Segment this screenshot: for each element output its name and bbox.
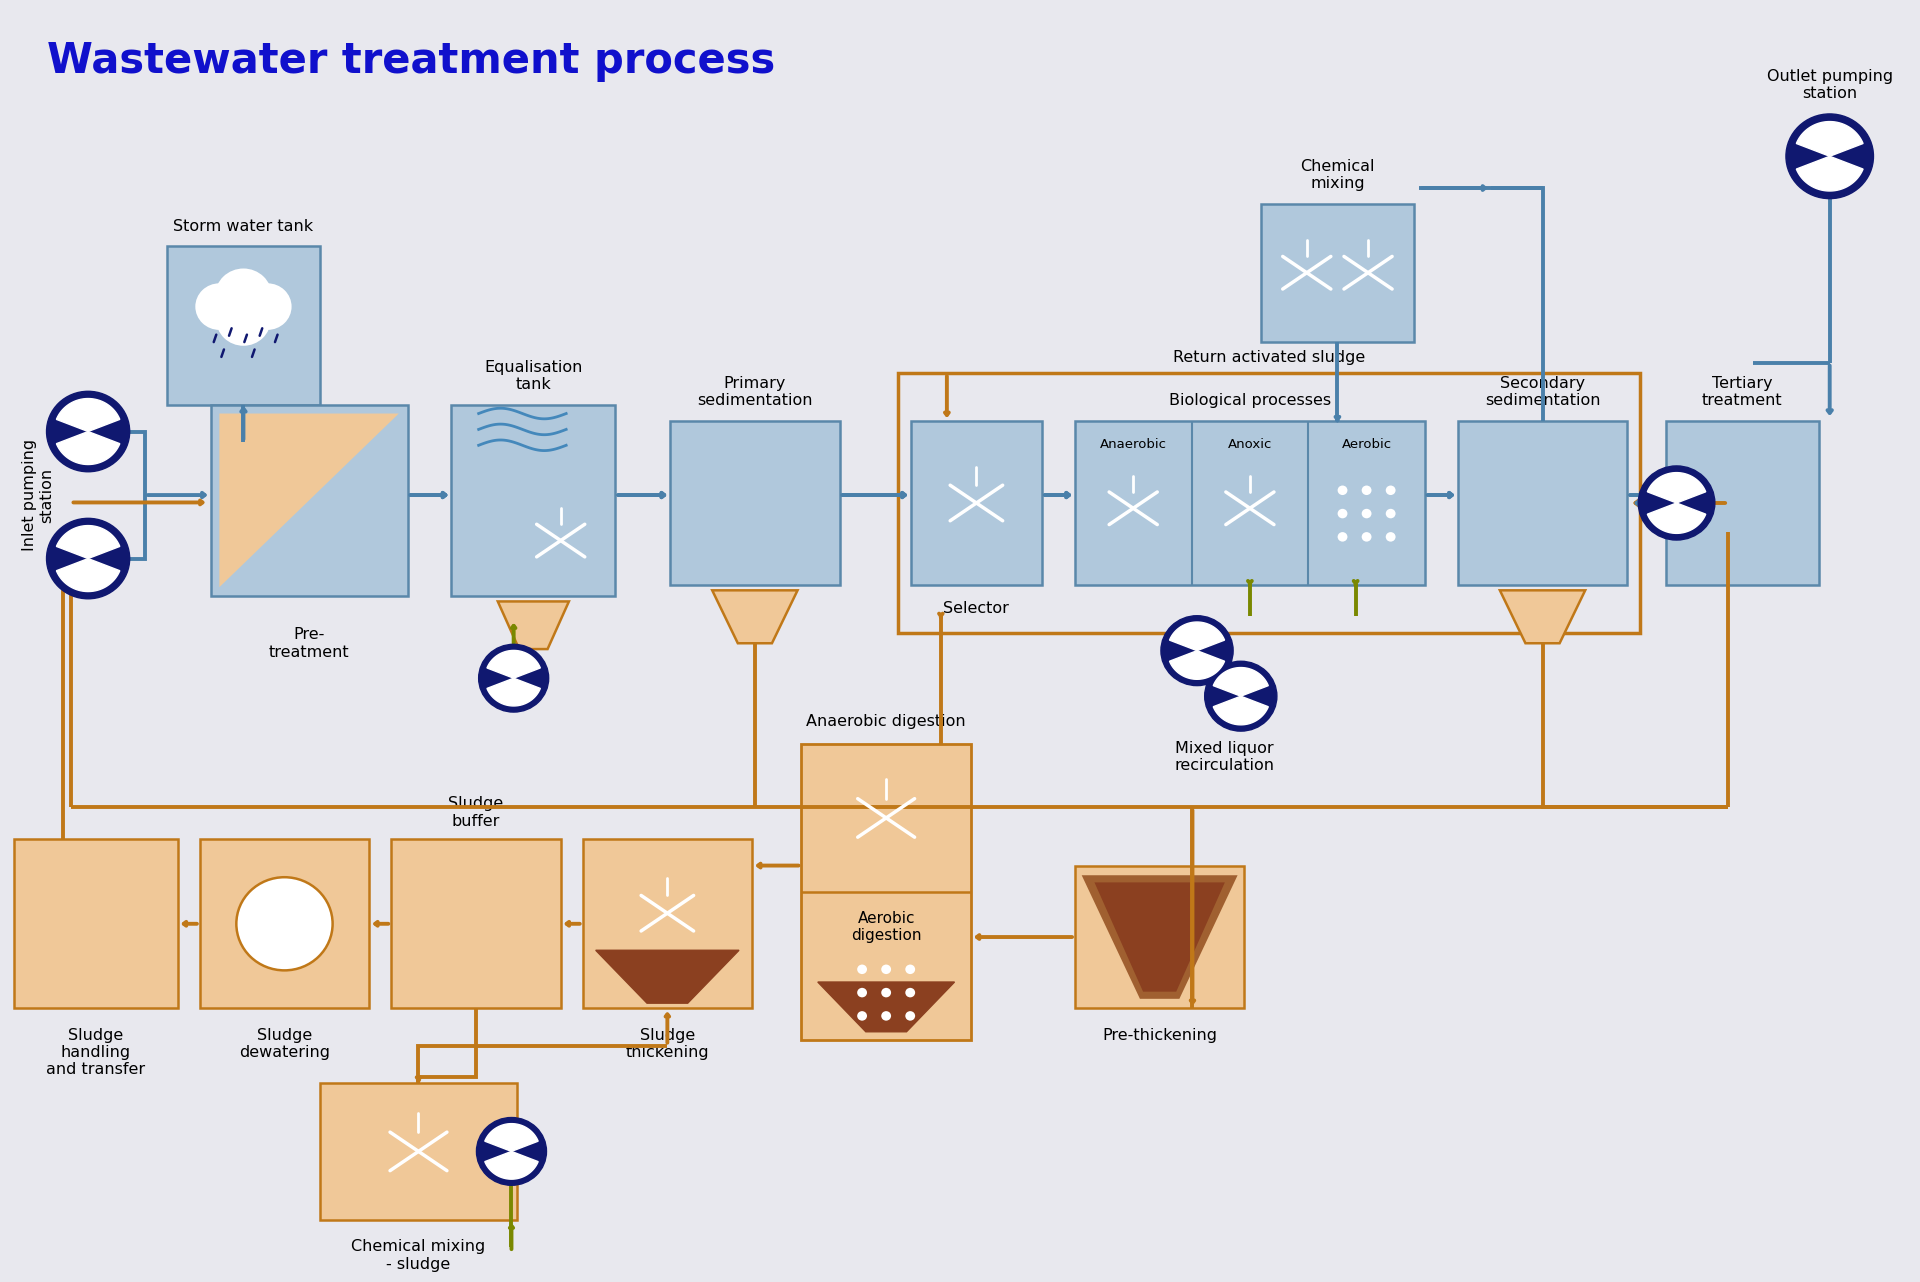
Polygon shape <box>1096 883 1223 991</box>
Text: Storm water tank: Storm water tank <box>173 218 313 233</box>
Text: Mixed liquor
recirculation: Mixed liquor recirculation <box>1175 741 1275 773</box>
Circle shape <box>1638 465 1715 540</box>
Circle shape <box>856 988 868 997</box>
Circle shape <box>244 283 292 329</box>
Polygon shape <box>818 982 954 1032</box>
Bar <box>1457 420 1628 585</box>
Polygon shape <box>1797 122 1862 156</box>
Circle shape <box>478 645 549 712</box>
Polygon shape <box>56 399 119 432</box>
Bar <box>167 246 321 405</box>
Circle shape <box>906 964 916 974</box>
Circle shape <box>856 964 868 974</box>
Circle shape <box>906 1011 916 1020</box>
Text: Outlet pumping
station: Outlet pumping station <box>1766 69 1893 101</box>
Bar <box>582 840 753 1009</box>
Text: Primary
sedimentation: Primary sedimentation <box>697 376 812 408</box>
Polygon shape <box>219 414 399 587</box>
Circle shape <box>1786 114 1874 199</box>
Polygon shape <box>484 1123 538 1151</box>
Circle shape <box>217 292 271 346</box>
Text: Anoxic: Anoxic <box>1227 438 1273 451</box>
Polygon shape <box>56 432 119 464</box>
Circle shape <box>1338 532 1348 541</box>
Polygon shape <box>595 950 739 1004</box>
Bar <box>451 405 616 596</box>
Circle shape <box>881 988 891 997</box>
Bar <box>1075 420 1425 585</box>
Polygon shape <box>1169 651 1225 679</box>
Circle shape <box>236 877 332 970</box>
Circle shape <box>1338 486 1348 495</box>
Bar <box>899 373 1640 633</box>
Bar <box>13 840 179 1009</box>
Circle shape <box>1361 509 1371 518</box>
Text: Pre-thickening: Pre-thickening <box>1102 1028 1217 1042</box>
Text: Aerobic
digestion: Aerobic digestion <box>851 912 922 944</box>
Bar <box>801 744 972 1040</box>
Circle shape <box>881 1011 891 1020</box>
Text: Aerobic: Aerobic <box>1342 438 1392 451</box>
Polygon shape <box>1169 622 1225 651</box>
Text: Selector: Selector <box>943 601 1010 615</box>
Circle shape <box>906 988 916 997</box>
Circle shape <box>1361 486 1371 495</box>
Text: Wastewater treatment process: Wastewater treatment process <box>46 40 776 82</box>
Text: Chemical mixing
- sludge: Chemical mixing - sludge <box>351 1240 486 1272</box>
Polygon shape <box>488 678 540 706</box>
Text: Secondary
sedimentation: Secondary sedimentation <box>1484 376 1599 408</box>
Text: Pre-
treatment: Pre- treatment <box>269 627 349 660</box>
Circle shape <box>881 964 891 974</box>
Text: Anaerobic: Anaerobic <box>1100 438 1167 451</box>
Text: Chemical
mixing: Chemical mixing <box>1300 159 1375 191</box>
Circle shape <box>1162 615 1233 686</box>
Text: Sludge
handling
and transfer: Sludge handling and transfer <box>46 1028 146 1077</box>
Circle shape <box>215 268 273 323</box>
Circle shape <box>1386 486 1396 495</box>
Text: Sludge
buffer: Sludge buffer <box>447 796 503 828</box>
Text: Return activated sludge: Return activated sludge <box>1173 350 1365 365</box>
Polygon shape <box>1500 590 1586 644</box>
Text: Anaerobic digestion: Anaerobic digestion <box>806 714 966 729</box>
Bar <box>321 1082 516 1220</box>
Bar <box>910 420 1043 585</box>
Text: Sludge
thickening: Sludge thickening <box>626 1028 708 1060</box>
Circle shape <box>476 1118 547 1186</box>
Polygon shape <box>1213 696 1269 724</box>
Polygon shape <box>1647 503 1705 533</box>
Bar <box>392 840 561 1009</box>
Text: Sludge
dewatering: Sludge dewatering <box>238 1028 330 1060</box>
Polygon shape <box>484 1151 538 1179</box>
Bar <box>1667 420 1818 585</box>
Text: Biological processes: Biological processes <box>1169 394 1331 408</box>
Bar <box>1075 865 1244 1009</box>
Polygon shape <box>56 559 119 591</box>
Polygon shape <box>1083 877 1236 997</box>
Text: Tertiary
treatment: Tertiary treatment <box>1701 376 1782 408</box>
Circle shape <box>1386 509 1396 518</box>
Polygon shape <box>712 590 797 644</box>
Circle shape <box>1361 532 1371 541</box>
Circle shape <box>1338 509 1348 518</box>
Polygon shape <box>1647 473 1705 503</box>
Polygon shape <box>488 650 540 678</box>
Circle shape <box>46 518 131 599</box>
Circle shape <box>856 1011 868 1020</box>
Polygon shape <box>1797 156 1862 191</box>
Polygon shape <box>56 526 119 559</box>
Bar <box>211 405 407 596</box>
Circle shape <box>46 391 131 472</box>
Polygon shape <box>497 601 568 649</box>
Text: Inlet pumping
station: Inlet pumping station <box>21 438 54 551</box>
Bar <box>200 840 369 1009</box>
Bar <box>1261 204 1413 341</box>
Circle shape <box>1204 662 1277 731</box>
Circle shape <box>196 283 244 329</box>
Circle shape <box>1386 532 1396 541</box>
Polygon shape <box>1213 668 1269 696</box>
Text: Equalisation
tank: Equalisation tank <box>484 360 582 392</box>
Bar <box>670 420 839 585</box>
